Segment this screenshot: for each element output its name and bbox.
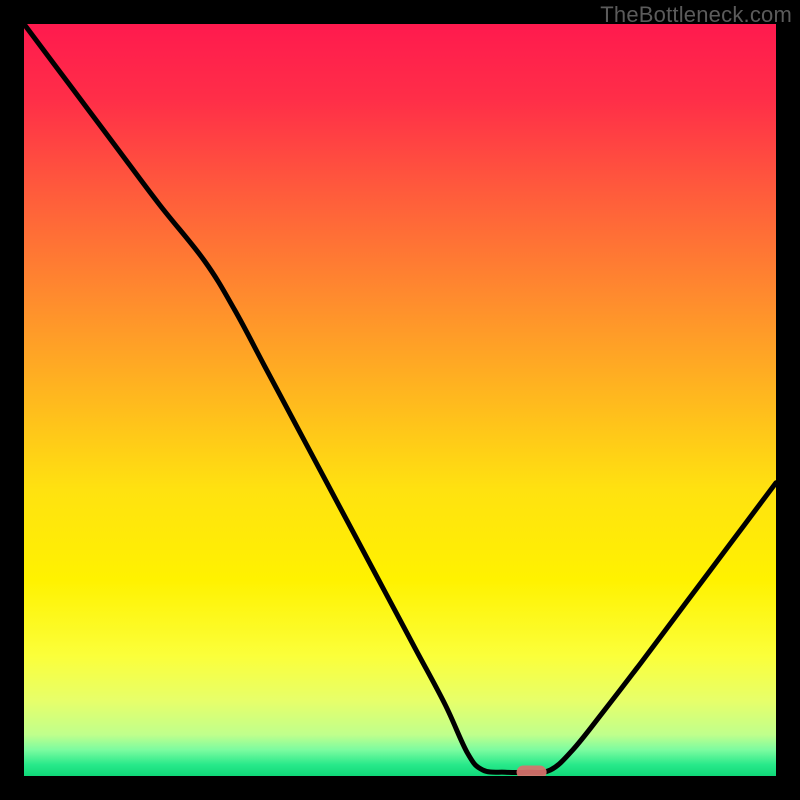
chart-background	[24, 24, 776, 776]
chart-frame: TheBottleneck.com	[0, 0, 800, 800]
bottleneck-chart	[0, 0, 800, 800]
watermark-text: TheBottleneck.com	[600, 2, 792, 28]
